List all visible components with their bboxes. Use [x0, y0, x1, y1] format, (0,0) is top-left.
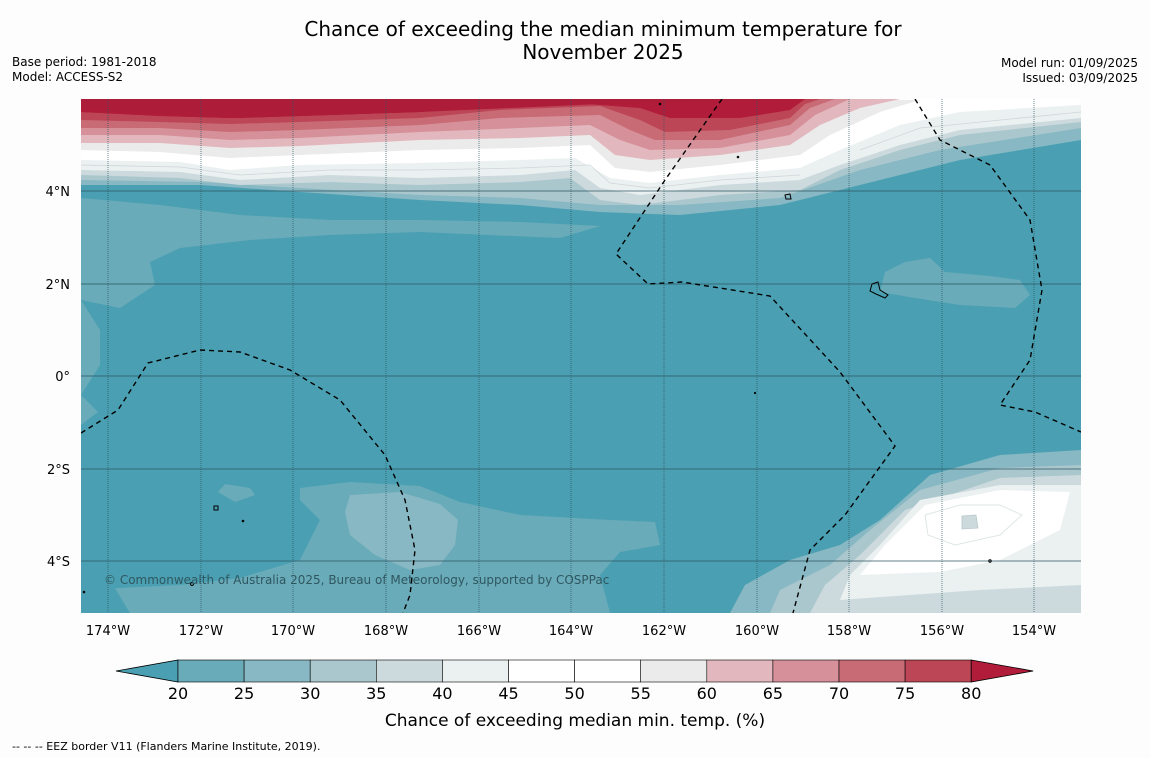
- meta-left: Base period: 1981-2018 Model: ACCESS-S2: [12, 55, 157, 85]
- colorbar-extend-high: [970, 659, 1034, 683]
- colorbar-cell: [442, 659, 509, 683]
- field-60-se: [961, 514, 979, 530]
- lon-axis: 174°W 172°W 170°W 168°W 166°W 164°W 162°…: [86, 624, 1056, 639]
- base-period: Base period: 1981-2018: [12, 55, 157, 69]
- colorbar-cell: [375, 659, 443, 683]
- colorbar-tick-label: 25: [234, 684, 254, 703]
- lon-label: 170°W: [271, 624, 315, 639]
- meta-right: Model run: 01/09/2025 Issued: 03/09/2025: [1001, 56, 1138, 86]
- colorbar-tick-label: 50: [564, 684, 584, 703]
- colorbar-cell: [706, 659, 774, 683]
- model-name: Model: ACCESS-S2: [12, 70, 124, 84]
- contour-lines: [81, 111, 1081, 189]
- lon-label: 166°W: [457, 624, 501, 639]
- lon-label: 172°W: [179, 624, 223, 639]
- colorbar-cell: [309, 659, 377, 683]
- graticule-lat: [81, 190, 1081, 562]
- colorbar: [115, 659, 1034, 683]
- lon-label: 156°W: [920, 624, 964, 639]
- model-run: Model run: 01/09/2025: [1000, 56, 1138, 70]
- colorbar-tick-label: 35: [366, 684, 386, 703]
- colorbar-tick-label: 20: [168, 684, 188, 703]
- colorbar-cell: [772, 659, 840, 683]
- field-25-west-edge-2: [81, 395, 98, 425]
- colorbar-tick-label: 70: [829, 684, 849, 703]
- field-30-south: [345, 492, 458, 570]
- lon-label: 168°W: [364, 624, 408, 639]
- colorbar-tick-label: 75: [895, 684, 915, 703]
- eez-borders: [81, 99, 1081, 613]
- map-title: Chance of exceeding the median minimum t…: [0, 18, 1150, 64]
- lat-label: 0°: [55, 370, 70, 385]
- field-25-west-edge: [81, 300, 100, 395]
- copyright-text: © Commonwealth of Australia 2025, Bureau…: [104, 573, 609, 587]
- colorbar-tick-label: 60: [697, 684, 717, 703]
- colorbar-tick-label: 45: [498, 684, 518, 703]
- colorbar-tick-label: 30: [300, 684, 320, 703]
- colorbar-cell: [838, 659, 906, 683]
- lat-label: 2°S: [47, 463, 70, 478]
- eez-footnote: -- -- -- EEZ border V11 (Flanders Marine…: [12, 740, 321, 753]
- lon-label: 174°W: [86, 624, 130, 639]
- field-20-sw: [81, 530, 130, 613]
- lat-label: 4°N: [46, 185, 71, 200]
- lon-label: 164°W: [549, 624, 593, 639]
- lon-label: 158°W: [827, 624, 871, 639]
- lon-label: 154°W: [1012, 624, 1056, 639]
- colorbar-cell: [904, 659, 972, 683]
- colorbar-tick-label: 55: [631, 684, 651, 703]
- colorbar-cell: [243, 659, 311, 683]
- title-line-2: November 2025: [522, 40, 684, 64]
- colorbar-tick-label: 40: [432, 684, 452, 703]
- colorbar-cell: [574, 659, 641, 683]
- lon-label: 162°W: [642, 624, 686, 639]
- colorbar-cell: [177, 659, 245, 683]
- field-25-east: [880, 258, 1030, 308]
- colorbar-cell: [508, 659, 575, 683]
- lat-label: 2°N: [46, 278, 71, 293]
- lat-label: 4°S: [47, 555, 70, 570]
- field-25-islet: [218, 484, 255, 502]
- colorbar-tick-label: 65: [763, 684, 783, 703]
- colorbar-extend-low: [115, 659, 179, 683]
- issued-date: Issued: 03/09/2025: [1022, 71, 1138, 85]
- colorbar-cell: [640, 659, 708, 683]
- probability-field: [81, 99, 1081, 613]
- colorbar-tick-label: 80: [961, 684, 981, 703]
- islands: [82, 102, 992, 594]
- field-80-top: [81, 99, 810, 118]
- colorbar-ticks: 20 25 30 35 40 45 50 55 60 65 70 75 80: [168, 684, 982, 703]
- graticule: [107, 99, 1035, 613]
- colorbar-title: Chance of exceeding median min. temp. (%…: [385, 711, 765, 731]
- field-25-north-band: [81, 198, 600, 308]
- lon-label: 160°W: [735, 624, 779, 639]
- lat-axis: 4°N 2°N 0° 2°S 4°S: [46, 185, 71, 570]
- title-line-1: Chance of exceeding the median minimum t…: [304, 17, 902, 41]
